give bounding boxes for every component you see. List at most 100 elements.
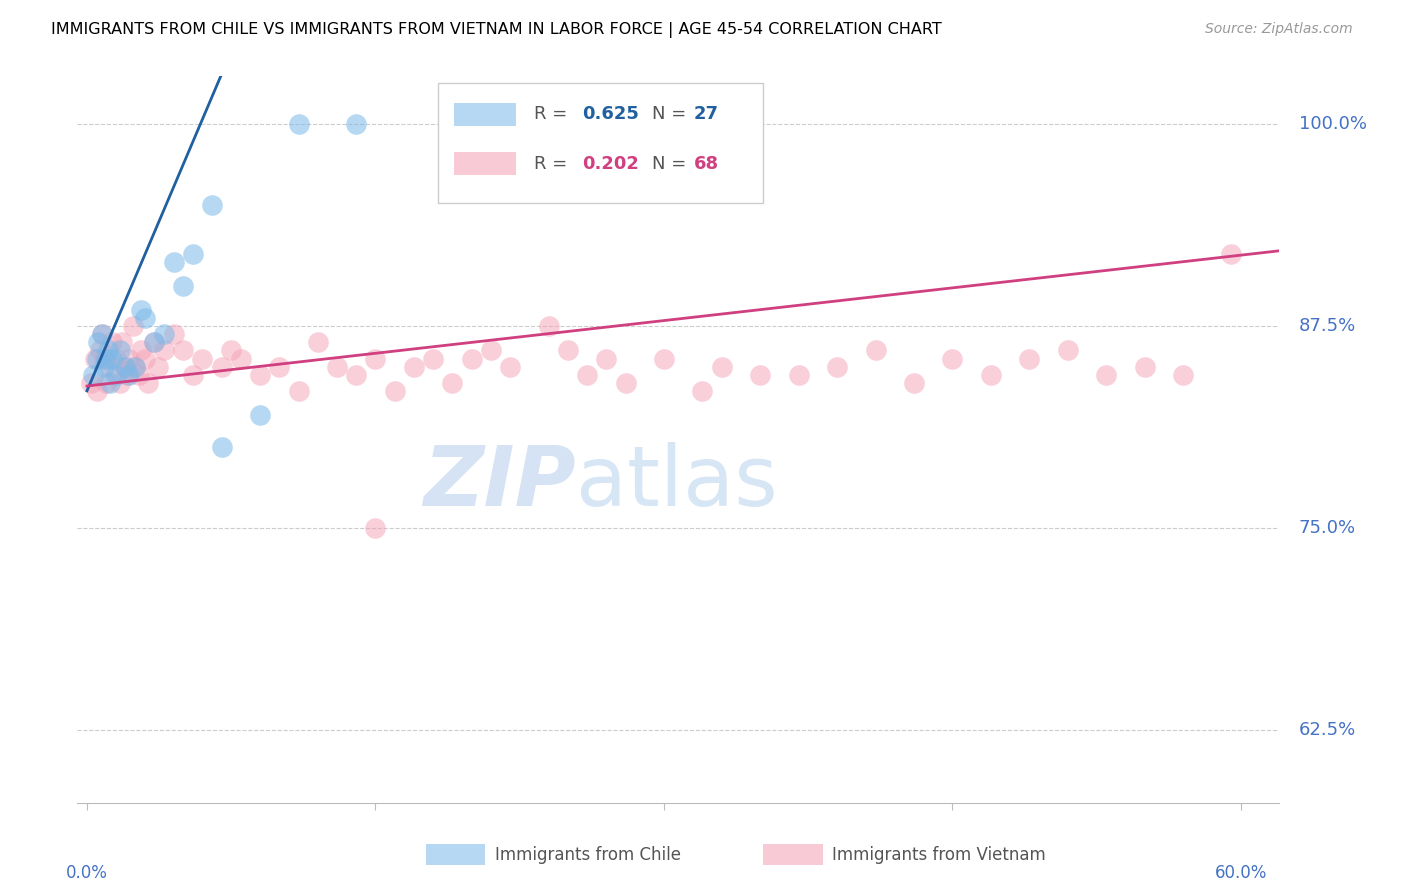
Text: 60.0%: 60.0% bbox=[1215, 864, 1267, 882]
Point bbox=[91, 327, 114, 342]
Point bbox=[181, 368, 204, 382]
Point bbox=[537, 319, 560, 334]
FancyBboxPatch shape bbox=[454, 103, 516, 126]
Point bbox=[249, 408, 271, 422]
Text: 68: 68 bbox=[695, 155, 718, 173]
Point bbox=[80, 376, 103, 390]
Point bbox=[287, 384, 309, 398]
Point bbox=[104, 368, 127, 382]
Text: 100.0%: 100.0% bbox=[1299, 115, 1367, 133]
Point bbox=[1018, 351, 1040, 366]
Point bbox=[93, 359, 115, 374]
Point bbox=[326, 359, 349, 374]
Point bbox=[128, 368, 150, 382]
Point bbox=[1095, 368, 1118, 382]
Point bbox=[652, 351, 675, 366]
Point bbox=[104, 351, 127, 366]
Point bbox=[710, 359, 733, 374]
Point bbox=[153, 327, 176, 342]
Point bbox=[110, 335, 132, 350]
Point bbox=[129, 303, 152, 318]
Point bbox=[1220, 246, 1243, 260]
Point bbox=[402, 359, 425, 374]
Point bbox=[614, 376, 637, 390]
Point bbox=[211, 441, 233, 455]
Point bbox=[146, 359, 169, 374]
Point bbox=[86, 351, 108, 366]
Point bbox=[172, 343, 194, 358]
Text: atlas: atlas bbox=[576, 442, 778, 524]
Point bbox=[865, 343, 887, 358]
Text: 62.5%: 62.5% bbox=[1299, 721, 1355, 739]
Point bbox=[122, 319, 145, 334]
Point bbox=[162, 254, 184, 268]
Point bbox=[595, 351, 617, 366]
Point bbox=[114, 359, 136, 374]
Point bbox=[101, 351, 124, 366]
Text: Immigrants from Chile: Immigrants from Chile bbox=[495, 846, 681, 863]
Point bbox=[129, 343, 152, 358]
Point bbox=[124, 359, 146, 374]
Point bbox=[98, 359, 121, 374]
Text: 0.625: 0.625 bbox=[582, 105, 640, 123]
Point bbox=[101, 335, 124, 350]
Point bbox=[86, 384, 108, 398]
Point bbox=[499, 359, 522, 374]
Point bbox=[249, 368, 271, 382]
Point bbox=[162, 327, 184, 342]
Point bbox=[108, 376, 131, 390]
Point bbox=[191, 351, 214, 366]
Text: 27: 27 bbox=[695, 105, 718, 123]
Point bbox=[153, 343, 176, 358]
Point bbox=[143, 335, 166, 350]
Text: 0.0%: 0.0% bbox=[66, 864, 108, 882]
Point bbox=[1057, 343, 1080, 358]
Point bbox=[108, 343, 131, 358]
Point bbox=[91, 327, 114, 342]
Point bbox=[364, 351, 387, 366]
Text: N =: N = bbox=[652, 105, 692, 123]
Point bbox=[307, 335, 329, 350]
Point bbox=[749, 368, 772, 382]
Point bbox=[1133, 359, 1156, 374]
Point bbox=[479, 117, 502, 131]
Point bbox=[344, 368, 367, 382]
Point bbox=[692, 384, 714, 398]
Point bbox=[124, 359, 146, 374]
Point bbox=[134, 351, 156, 366]
Point bbox=[441, 376, 464, 390]
Point bbox=[787, 368, 810, 382]
Point bbox=[903, 376, 925, 390]
Point bbox=[287, 117, 309, 131]
Point bbox=[138, 376, 160, 390]
Point bbox=[83, 351, 105, 366]
Point bbox=[825, 359, 848, 374]
Point bbox=[941, 351, 963, 366]
Point bbox=[364, 521, 387, 535]
FancyBboxPatch shape bbox=[454, 153, 516, 176]
Point bbox=[96, 351, 118, 366]
Text: 87.5%: 87.5% bbox=[1299, 318, 1355, 335]
Point bbox=[118, 368, 141, 382]
Point bbox=[269, 359, 291, 374]
Point bbox=[201, 198, 224, 212]
Point bbox=[97, 343, 120, 358]
Text: R =: R = bbox=[534, 155, 574, 173]
Point bbox=[114, 359, 136, 374]
Point bbox=[557, 343, 579, 358]
Point bbox=[211, 359, 233, 374]
Point bbox=[344, 117, 367, 131]
Point bbox=[98, 376, 121, 390]
Point bbox=[118, 351, 141, 366]
Point bbox=[980, 368, 1002, 382]
Point bbox=[96, 376, 118, 390]
Text: 75.0%: 75.0% bbox=[1299, 519, 1355, 537]
FancyBboxPatch shape bbox=[439, 83, 762, 203]
Point bbox=[229, 351, 252, 366]
Point bbox=[117, 368, 139, 382]
Text: Source: ZipAtlas.com: Source: ZipAtlas.com bbox=[1205, 22, 1353, 37]
Point bbox=[82, 368, 104, 382]
Text: Immigrants from Vietnam: Immigrants from Vietnam bbox=[832, 846, 1046, 863]
Point bbox=[93, 351, 115, 366]
Point bbox=[89, 343, 111, 358]
